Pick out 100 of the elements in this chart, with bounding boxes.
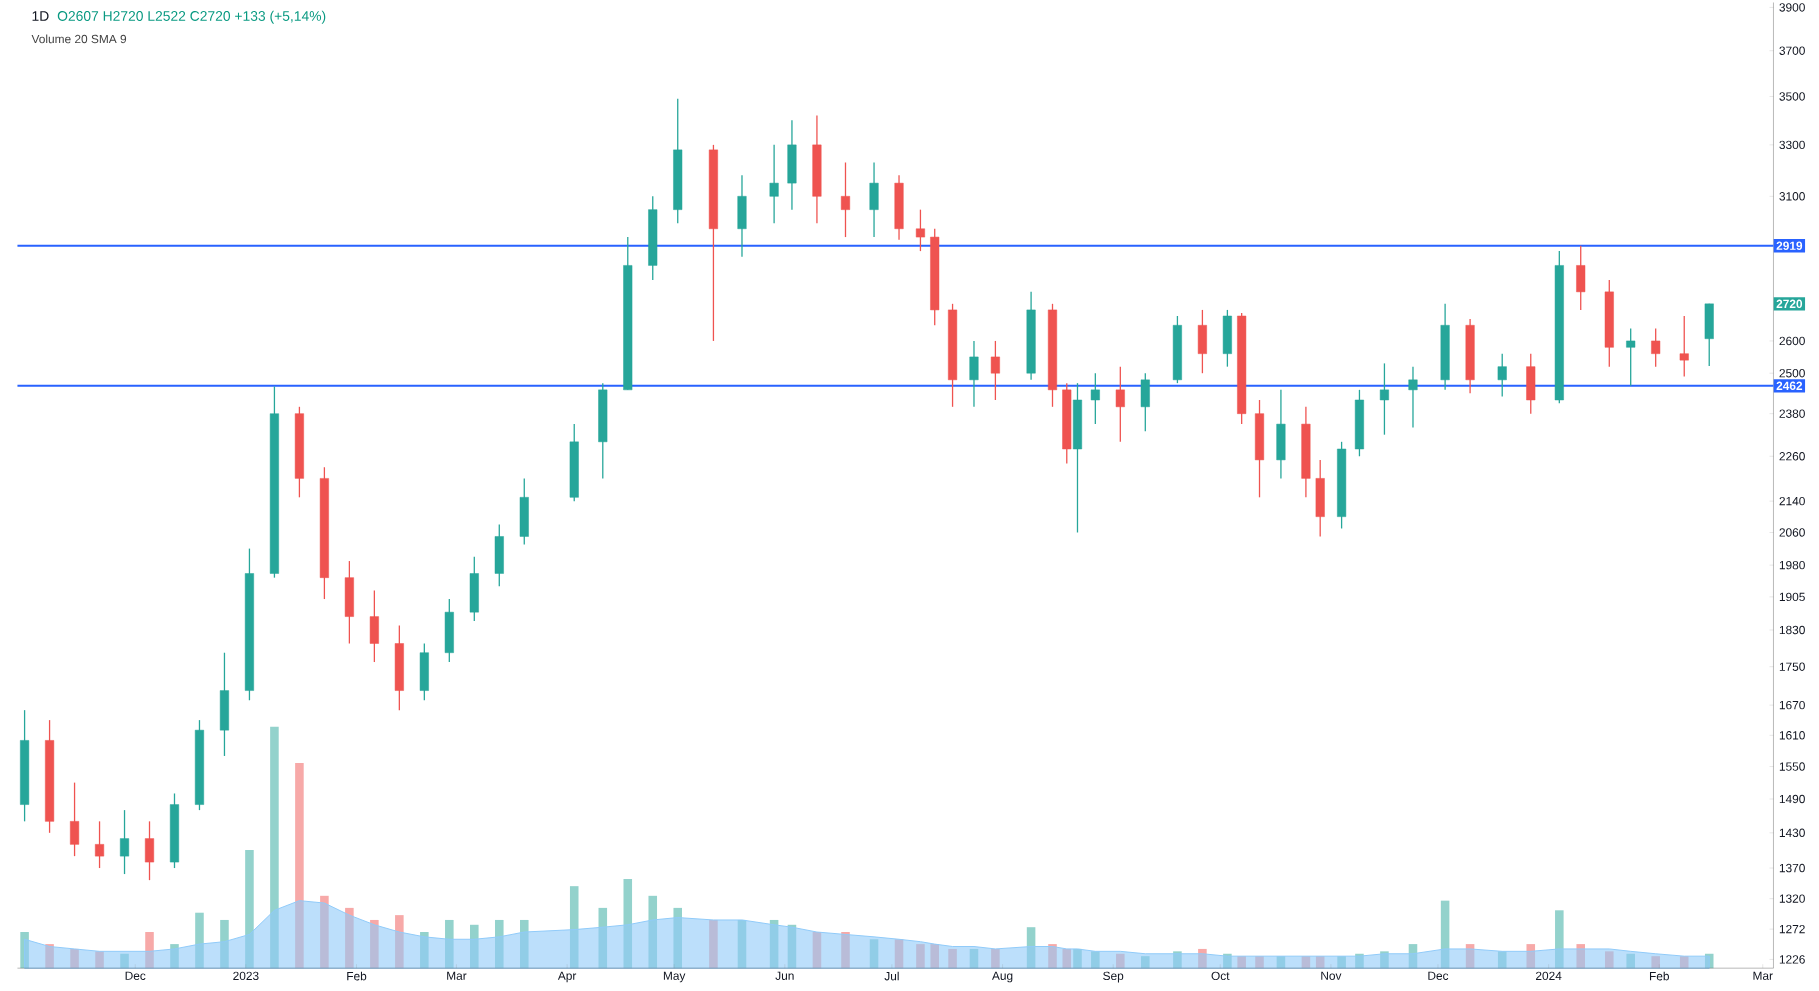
bar	[648, 895, 658, 969]
y-tick-label: 2600	[1779, 336, 1805, 346]
bar	[170, 944, 179, 969]
candlestick	[1651, 327, 1661, 368]
y-tick-label: 1905	[1779, 592, 1805, 602]
annotation: 2720	[1776, 299, 1803, 309]
bar	[1605, 951, 1614, 969]
bar	[1173, 951, 1182, 969]
chart-title: Volume 20 SMA 9	[31, 34, 127, 44]
bar	[220, 919, 229, 969]
bar	[445, 919, 454, 969]
candlestick	[990, 340, 1000, 401]
x-tick-label: Jun	[775, 971, 794, 980]
bar	[1576, 944, 1586, 969]
bar	[1679, 956, 1689, 969]
bar	[1301, 956, 1311, 969]
candlestick	[1408, 366, 1418, 429]
y-tick-label: 1670	[1779, 700, 1805, 710]
x-tick-label: Feb	[347, 971, 367, 981]
x-tick-label: Apr	[557, 971, 577, 983]
bar	[673, 907, 683, 969]
bar	[195, 912, 204, 969]
bar	[395, 915, 404, 969]
bar	[345, 907, 354, 969]
y-tick-label: 1550	[1779, 762, 1805, 771]
candlestick	[769, 144, 779, 224]
bar	[245, 849, 254, 969]
y-tick-label: 1980	[1779, 560, 1805, 570]
bar	[841, 932, 850, 969]
x-tick-label: 2024	[1536, 971, 1562, 981]
x-tick-label: Oct	[1211, 971, 1230, 981]
candlestick	[1497, 353, 1507, 398]
bar	[1073, 948, 1082, 969]
bar	[948, 948, 957, 969]
bar	[295, 763, 304, 969]
bar	[1091, 951, 1100, 969]
bar	[1198, 948, 1207, 969]
bar	[1555, 910, 1564, 969]
bar	[1497, 951, 1507, 969]
x-tick-label: Aug	[991, 971, 1013, 983]
bar	[1276, 956, 1286, 969]
bar	[120, 953, 129, 969]
bar	[420, 932, 429, 969]
bar	[320, 895, 329, 969]
y-tick-label: 3100	[1779, 192, 1805, 201]
bar	[70, 948, 79, 969]
candlestick	[119, 809, 130, 875]
bar	[1062, 948, 1072, 969]
chart-title: 1D	[32, 11, 49, 21]
bar	[1651, 956, 1660, 969]
x-tick-label: Mar	[1753, 971, 1773, 980]
candlestick	[1115, 366, 1125, 443]
candlestick	[1379, 362, 1389, 436]
x-tick-label: Feb	[1649, 971, 1669, 981]
bar	[623, 878, 633, 969]
bar	[1315, 956, 1325, 969]
y-tick-label: 3900	[1779, 3, 1805, 12]
bar	[95, 951, 104, 969]
bar	[1223, 953, 1232, 969]
bar	[270, 726, 279, 969]
bar	[1526, 944, 1536, 969]
y-tick-label: 2140	[1779, 496, 1805, 506]
candlestick	[70, 781, 80, 857]
bar	[869, 939, 879, 969]
bar	[1408, 944, 1418, 969]
bar	[20, 932, 29, 969]
y-tick-label: 2500	[1779, 369, 1805, 378]
ref-line-label: 2462	[1776, 381, 1803, 391]
x-tick-label: Sep	[1103, 971, 1124, 983]
bar	[470, 924, 479, 969]
y-tick-label: 2380	[1779, 409, 1805, 418]
candlestick	[915, 209, 925, 252]
bar	[569, 886, 579, 969]
y-tick-label: 3500	[1779, 92, 1805, 101]
y-tick-label: 1610	[1779, 731, 1805, 740]
y-tick-label: 1226	[1779, 955, 1805, 964]
y-tick-label: 3300	[1779, 140, 1805, 150]
bar	[1465, 944, 1475, 969]
candlestick	[1090, 372, 1100, 425]
bar	[519, 919, 529, 969]
bar	[1380, 951, 1389, 969]
y-tick-label: 3700	[1779, 46, 1805, 55]
bar	[1237, 956, 1246, 969]
bar	[370, 919, 379, 969]
y-tick-label: 1830	[1779, 625, 1805, 635]
bar	[1141, 956, 1150, 969]
bar	[1337, 956, 1346, 969]
x-tick-label: Nov	[1321, 971, 1342, 980]
bar	[1026, 927, 1036, 969]
candlestick	[840, 161, 851, 238]
text: O2607 H2720 L2522 C2720 +133 (+5,14%)	[57, 10, 326, 24]
bar	[1255, 956, 1264, 969]
y-tick-label: 1272	[1779, 924, 1805, 934]
y-tick-label: 1490	[1779, 794, 1805, 804]
bar	[495, 919, 504, 969]
bar	[1048, 944, 1057, 969]
bar	[1355, 953, 1364, 969]
bar	[1440, 900, 1450, 969]
bar	[1704, 953, 1714, 969]
x-tick-label: Mar	[447, 971, 467, 980]
